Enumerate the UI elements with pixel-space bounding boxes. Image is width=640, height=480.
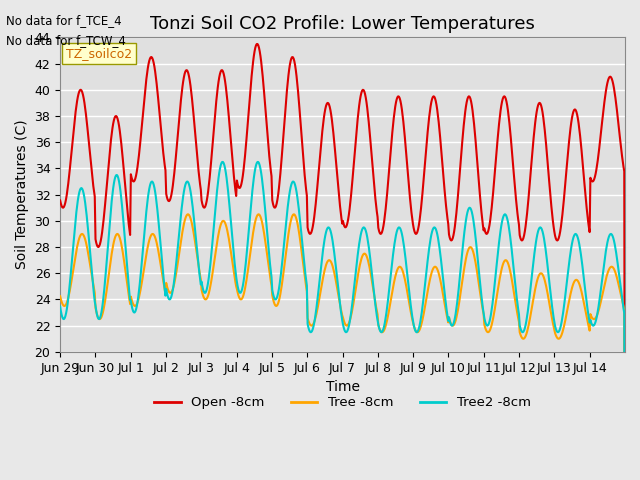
Text: No data for f_TCE_4: No data for f_TCE_4 — [6, 14, 122, 27]
Text: No data for f_TCW_4: No data for f_TCW_4 — [6, 34, 126, 47]
Y-axis label: Soil Temperatures (C): Soil Temperatures (C) — [15, 120, 29, 269]
Legend: Open -8cm, Tree -8cm, Tree2 -8cm: Open -8cm, Tree -8cm, Tree2 -8cm — [149, 391, 536, 415]
Title: Tonzi Soil CO2 Profile: Lower Temperatures: Tonzi Soil CO2 Profile: Lower Temperatur… — [150, 15, 535, 33]
X-axis label: Time: Time — [326, 380, 360, 394]
Text: TZ_soilco2: TZ_soilco2 — [66, 47, 132, 60]
